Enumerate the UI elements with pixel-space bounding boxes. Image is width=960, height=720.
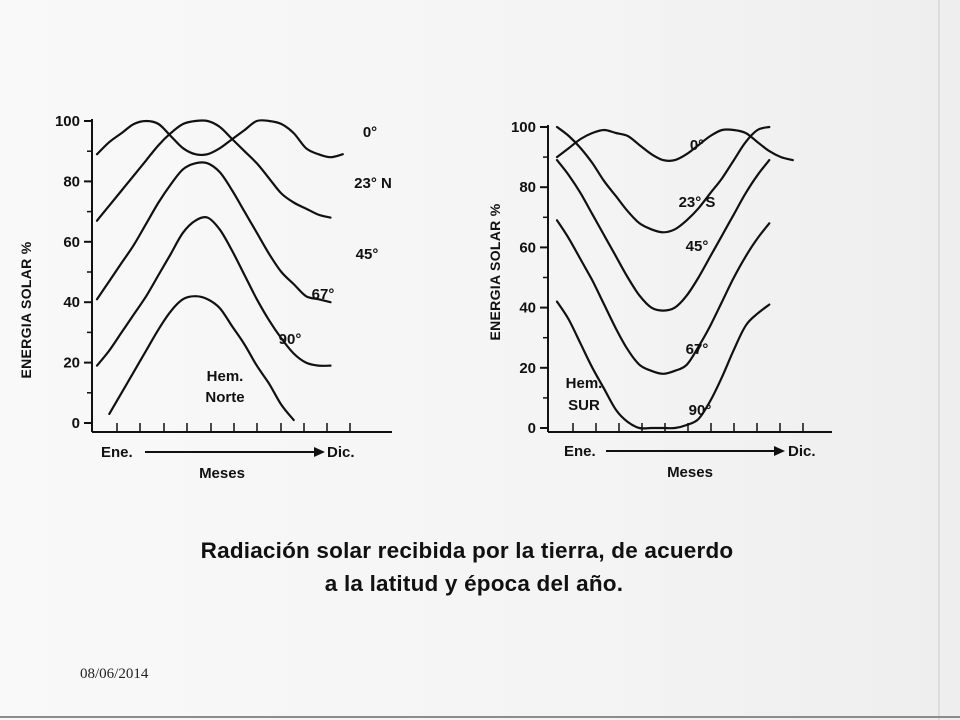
x-axis-label: Meses (199, 465, 245, 482)
series-label-90: 90° (689, 402, 712, 419)
y-tick-label: 40 (519, 300, 536, 317)
x-start-label: Ene. (564, 443, 596, 460)
series-label-0: 0° (690, 137, 704, 154)
x-end-label: Dic. (327, 444, 355, 461)
slide-right-edge (938, 0, 940, 720)
hemisphere-label: Hem. (566, 375, 603, 392)
months-arrow-head-icon (774, 446, 785, 456)
series-line-0 (555, 128, 794, 162)
x-start-label: Ene. (101, 444, 133, 461)
series-label-23-n: 23° N (354, 175, 392, 192)
y-tick-label: 20 (63, 355, 80, 372)
caption-line-2: a la latitud y época del año. (324, 571, 624, 596)
series-line-45 (95, 161, 332, 304)
hemisphere-label: Hem. (207, 368, 244, 385)
series-line-67 (95, 215, 332, 367)
series-label-45: 45° (686, 238, 709, 255)
series-line-67 (555, 219, 771, 375)
hemisphere-label: Norte (205, 389, 244, 406)
series-line-90 (555, 300, 771, 430)
series-line-45 (555, 159, 771, 312)
series-line-0 (95, 119, 344, 159)
chart-south-hemisphere: 0 20 40 60 80 100 ENERGIA SOLAR % Ene. Dic. Meses… (487, 119, 832, 481)
series-line-23-n (95, 119, 332, 222)
y-tick-label: 100 (55, 113, 80, 130)
series-label-67: 67° (312, 286, 335, 303)
slide-bottom-edge (0, 716, 960, 718)
hemisphere-label: SUR (568, 397, 600, 414)
y-tick-label: 80 (519, 179, 536, 196)
y-tick-label: 40 (63, 294, 80, 311)
series-line-90 (108, 295, 295, 422)
y-tick-label: 20 (519, 360, 536, 377)
series-label-90: 90° (279, 331, 302, 348)
series-label-23-s: 23° S (679, 194, 716, 211)
months-arrow-head-icon (314, 447, 325, 457)
caption-line-1: Radiación solar recibida por la tierra, … (200, 538, 734, 563)
y-tick-label: 60 (63, 234, 80, 251)
y-tick-label: 60 (519, 239, 536, 256)
y-tick-label: 100 (511, 119, 536, 136)
series-label-67: 67° (686, 341, 709, 358)
x-end-label: Dic. (788, 443, 816, 460)
y-tick-label: 0 (528, 420, 536, 437)
x-axis-label: Meses (667, 464, 713, 481)
series-label-45: 45° (356, 246, 379, 263)
y-tick-label: 80 (63, 173, 80, 190)
y-tick-label: 0 (72, 415, 80, 432)
series-line-23-s (555, 125, 771, 234)
y-axis-label: ENERGIA SOLAR % (18, 241, 34, 378)
chart-north-hemisphere: 0 20 40 60 80 100 ENERGIA SOLAR % Ene. Dic. Meses… (18, 113, 392, 482)
slide-date: 08/06/2014 (80, 666, 149, 682)
series-label-0: 0° (363, 124, 377, 141)
y-axis-label: ENERGIA SOLAR % (487, 203, 503, 340)
